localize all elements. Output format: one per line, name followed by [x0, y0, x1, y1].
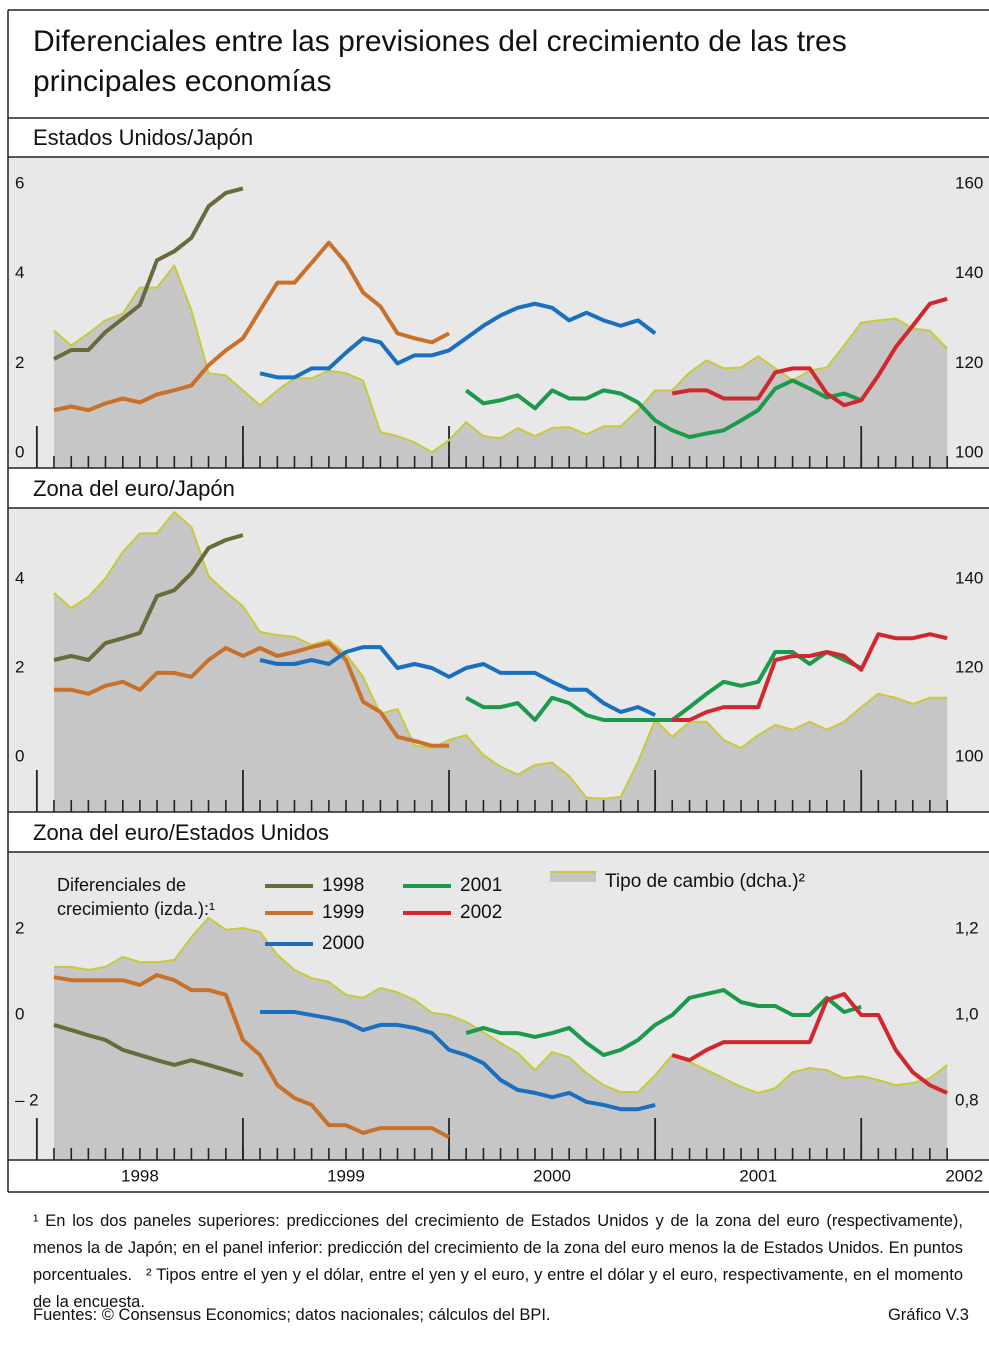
- y-tick-label: 6: [15, 173, 24, 192]
- line: [671, 991, 948, 1095]
- y-tick-label: 0: [15, 1005, 24, 1024]
- area: [53, 512, 948, 812]
- frame: [7, 9, 989, 1193]
- x-tick-label: 1998: [121, 1166, 159, 1185]
- x-tick-label: 1999: [327, 1166, 365, 1185]
- y2-tick-label: 100: [955, 443, 983, 462]
- footnotes: ¹ En los dos paneles superiores: predicc…: [33, 1208, 963, 1316]
- line: [53, 186, 244, 361]
- area: [53, 265, 948, 468]
- line: [260, 1010, 656, 1112]
- y2-tick-label: 160: [955, 173, 983, 192]
- legend-swatch: [550, 872, 596, 882]
- legend-label: 1998: [322, 875, 364, 896]
- y2-tick-label: 100: [955, 746, 983, 765]
- line: [53, 641, 450, 748]
- legend-title: Diferenciales de crecimiento (izda.):¹: [57, 875, 216, 919]
- y2-tick-label: 1,0: [955, 1005, 979, 1024]
- y2-tick-label: 1,2: [955, 918, 979, 937]
- figure-label: Gráfico V.3: [887, 1306, 969, 1324]
- y-tick-label: – 2: [15, 1091, 39, 1110]
- line: [464, 378, 862, 440]
- line: [672, 632, 948, 722]
- x-tick-label: 2000: [533, 1166, 571, 1185]
- x-tick-label: 2002: [945, 1166, 983, 1185]
- footnote: ² Tipos entre el yen y el dólar, entre e…: [33, 1266, 963, 1311]
- y-tick-label: 4: [15, 263, 24, 282]
- footnote: ¹ En los dos paneles superiores: predicc…: [33, 1212, 963, 1284]
- panel-title: Zona del euro/Japón: [33, 476, 235, 501]
- chart-title: Diferenciales entre las previsiones del …: [33, 25, 847, 98]
- y-tick-label: 2: [15, 353, 24, 372]
- y-tick-label: 2: [15, 918, 24, 937]
- y2-tick-label: 0,8: [955, 1091, 979, 1110]
- area: [53, 917, 948, 1160]
- legend-label: 2002: [460, 902, 502, 923]
- line: [53, 1023, 244, 1078]
- y2-tick-label: 120: [955, 353, 983, 372]
- legend-label: 2000: [322, 933, 364, 954]
- legend-label: 2001: [460, 875, 502, 896]
- line: [53, 973, 450, 1139]
- x-tick-label: 2001: [739, 1166, 777, 1185]
- y-tick-label: 4: [15, 569, 24, 588]
- line: [53, 264, 948, 454]
- legend-label: 1999: [322, 902, 364, 923]
- line: [53, 916, 948, 1094]
- y-tick-label: 0: [15, 746, 24, 765]
- line: [671, 296, 948, 408]
- y-tick-label: 0: [15, 443, 24, 462]
- line: [53, 533, 244, 662]
- line: [259, 645, 656, 717]
- source: Fuentes: © Consensus Economics; datos na…: [33, 1306, 551, 1324]
- line: [259, 301, 657, 380]
- y2-tick-label: 120: [955, 657, 983, 676]
- line: [465, 988, 862, 1058]
- line: [53, 240, 450, 413]
- legend-label: Tipo de cambio (dcha.)²: [605, 871, 805, 892]
- y2-tick-label: 140: [955, 569, 983, 588]
- y2-tick-label: 140: [955, 263, 983, 282]
- panel-title: Estados Unidos/Japón: [33, 125, 253, 150]
- y-tick-label: 2: [15, 657, 24, 676]
- panel-title: Zona del euro/Estados Unidos: [33, 820, 329, 845]
